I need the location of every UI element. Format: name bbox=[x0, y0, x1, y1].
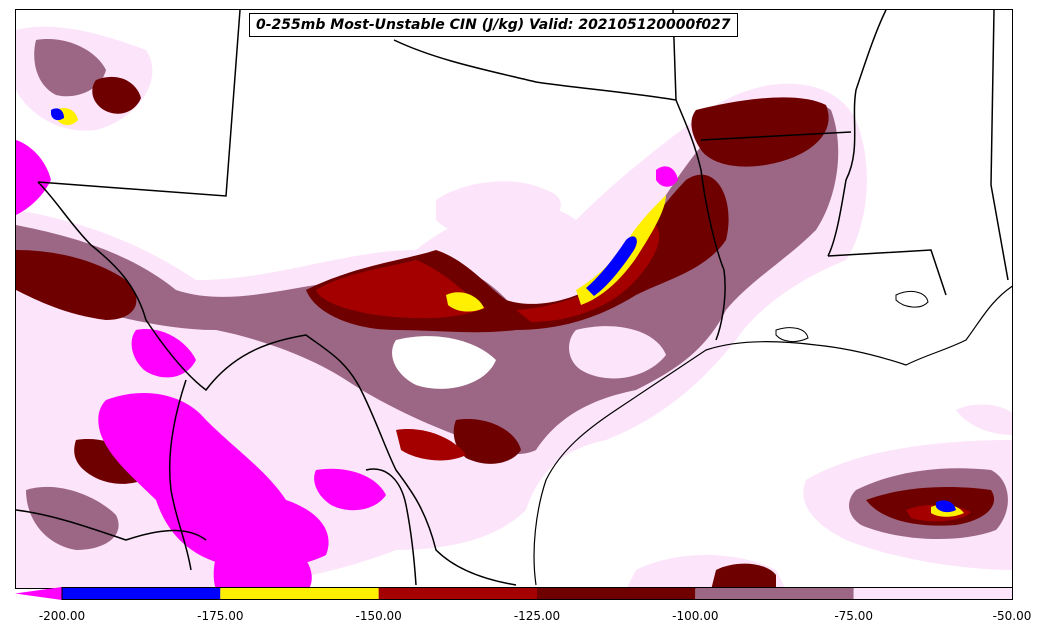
boundaries bbox=[16, 10, 1012, 586]
coastal-lake bbox=[895, 291, 929, 308]
colorbar-bin bbox=[695, 587, 854, 600]
mexico-state-border bbox=[365, 468, 417, 586]
colorbar-tick-label: -50.00 bbox=[992, 609, 1032, 623]
cin-gap bbox=[392, 336, 496, 389]
colorbar-bin bbox=[378, 587, 537, 600]
mississippi-river bbox=[827, 10, 887, 257]
cin-shading bbox=[16, 26, 1012, 588]
cin-gap bbox=[569, 326, 666, 379]
cin-region-mauve bbox=[26, 486, 119, 550]
colorbar-bin bbox=[220, 587, 379, 600]
state-border-ms-al bbox=[990, 10, 1009, 281]
cin-region-blue bbox=[936, 500, 956, 513]
cin-region-red bbox=[396, 429, 466, 461]
cin-region-blue bbox=[51, 108, 64, 121]
colorbar-outline bbox=[61, 587, 1013, 600]
cin-region-pink bbox=[436, 181, 561, 240]
colorbar-tick-label: -100.00 bbox=[672, 609, 719, 623]
cin-region-magenta bbox=[314, 468, 386, 511]
colorbar-extend-low bbox=[15, 587, 62, 600]
cin-region-magenta bbox=[16, 140, 51, 215]
cin-region-mauve bbox=[34, 39, 106, 97]
state-border-nm bbox=[37, 10, 241, 197]
colorbar-tick-label: -200.00 bbox=[38, 609, 86, 623]
state-border-ar-la bbox=[700, 131, 852, 141]
mexico-state-border bbox=[168, 379, 192, 571]
cin-region-red bbox=[516, 225, 660, 322]
mexico-state-border bbox=[16, 509, 207, 541]
cin-region-pink bbox=[956, 404, 1012, 435]
coastal-lake bbox=[775, 327, 809, 343]
cin-region-magenta bbox=[98, 392, 329, 568]
colorbar-tick-label: -175.00 bbox=[197, 609, 244, 623]
colorbar-bin bbox=[853, 587, 1012, 600]
cin-map bbox=[16, 10, 1012, 588]
cin-region-darkred bbox=[711, 563, 776, 588]
colorbar-tick-label: -150.00 bbox=[355, 609, 402, 623]
gulf-coast bbox=[533, 285, 1012, 586]
cin-region-darkred bbox=[453, 419, 521, 464]
map-title: 0-255mb Most-Unstable CIN (J/kg) Valid: … bbox=[249, 13, 738, 37]
colorbar-bins bbox=[62, 587, 1012, 600]
cin-region-darkred bbox=[92, 76, 141, 114]
colorbar-tick-label: -75.00 bbox=[834, 609, 873, 623]
cin-region-darkred bbox=[16, 250, 137, 320]
colorbar-bin bbox=[62, 587, 221, 600]
cin-region-magenta bbox=[656, 166, 678, 187]
colorbar-tick-label: -125.00 bbox=[513, 609, 561, 623]
rio-grande bbox=[37, 181, 517, 586]
map-panel bbox=[15, 9, 1013, 589]
state-border-la bbox=[827, 249, 947, 296]
cin-region-red bbox=[316, 260, 486, 319]
cin-region-yellow bbox=[446, 292, 484, 312]
state-border-ok-tx bbox=[675, 99, 726, 341]
cin-region-darkred bbox=[691, 97, 829, 167]
colorbar-bin bbox=[537, 587, 696, 600]
colorbar bbox=[15, 587, 1013, 600]
cin-region-magenta bbox=[213, 536, 312, 588]
state-border-ok-ks bbox=[393, 39, 677, 101]
cin-region-blue bbox=[586, 236, 637, 296]
